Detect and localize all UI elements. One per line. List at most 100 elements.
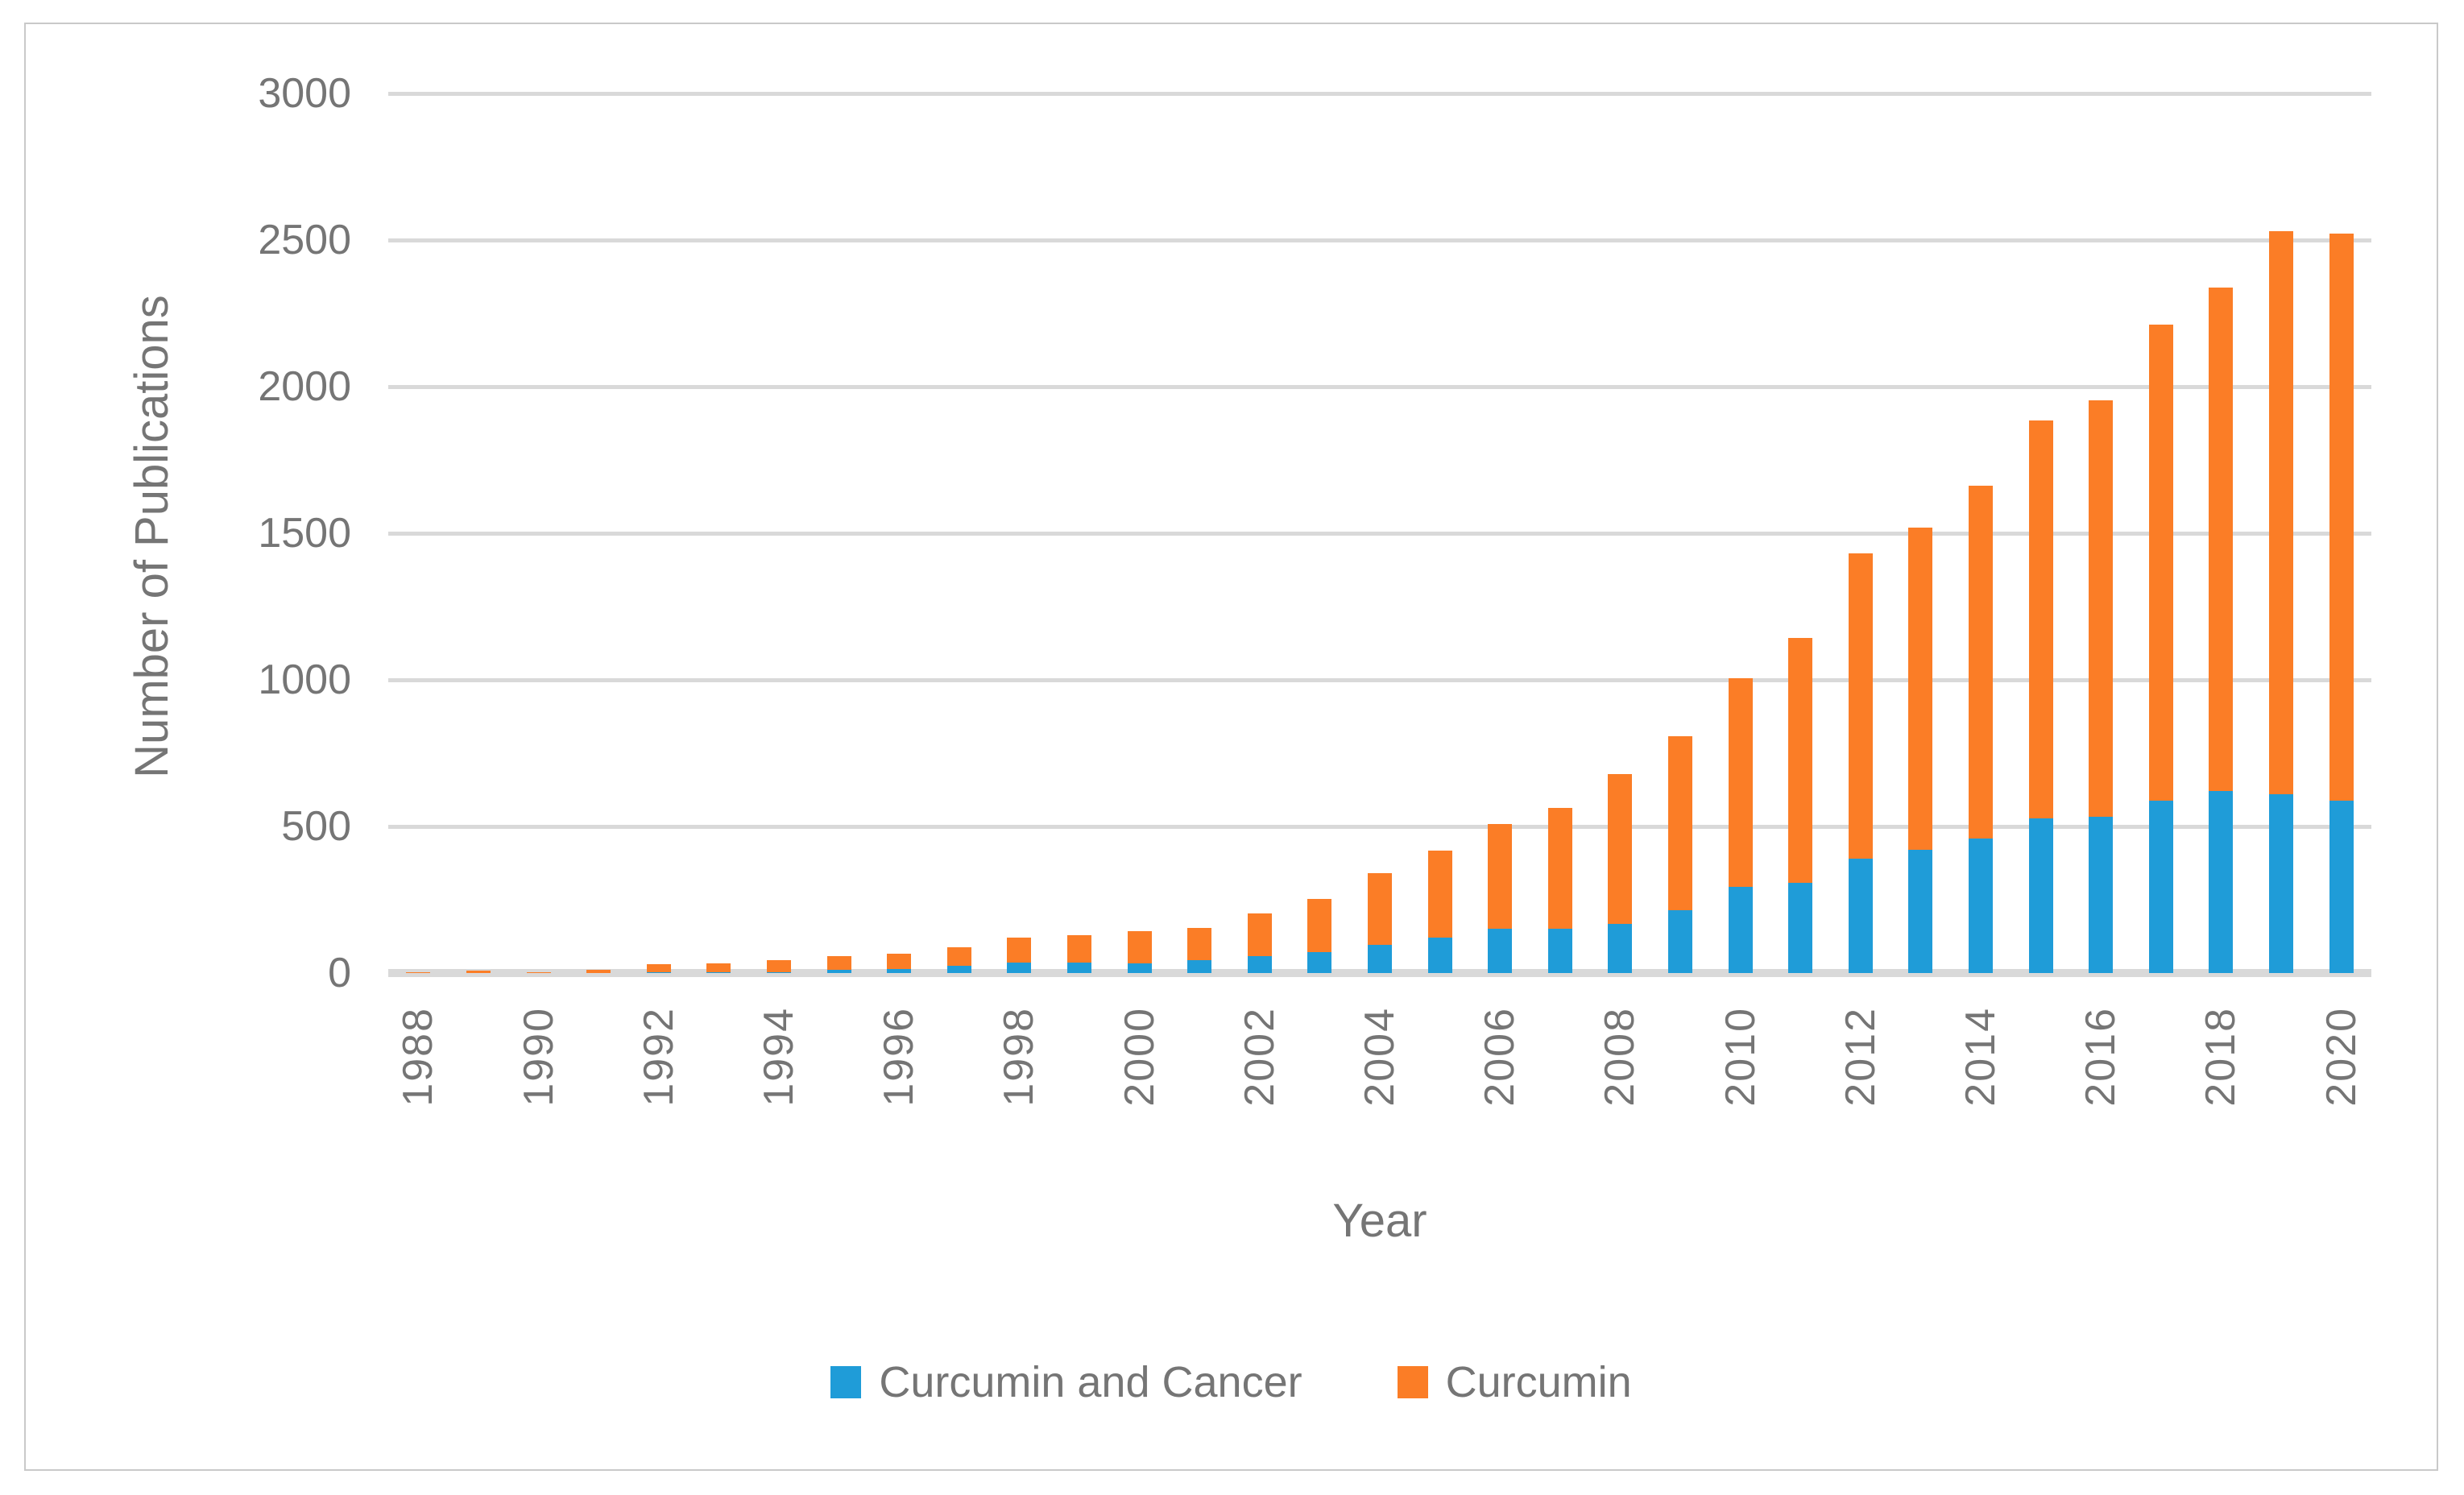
x-tick-label-text: 2008 [1596, 1007, 1644, 1107]
legend-swatch-curcumin-and-cancer [830, 1366, 862, 1398]
bar-segment-2013-curcumin-and-cancer [1908, 850, 1933, 973]
bar-1994 [766, 93, 791, 973]
x-tick-label-1990: 1990 [508, 1007, 569, 1180]
gridline-1000 [388, 677, 2371, 682]
bar-segment-1991-curcumin [586, 970, 611, 973]
x-tick-label-text: 2018 [2197, 1007, 2245, 1107]
bar-2004 [1368, 93, 1392, 973]
bar-segment-2000-curcumin-and-cancer [1127, 963, 1152, 973]
bar-1993 [706, 93, 731, 973]
bar-segment-2001-curcumin [1187, 927, 1212, 960]
bar-2001 [1187, 93, 1212, 973]
bar-segment-2003-curcumin-and-cancer [1307, 951, 1332, 973]
x-tick-label-1996: 1996 [869, 1007, 930, 1180]
bar-segment-2017-curcumin-and-cancer [2148, 800, 2173, 973]
bar-segment-2004-curcumin [1368, 872, 1392, 945]
bar-1988 [406, 93, 431, 973]
bar-2000 [1127, 93, 1152, 973]
x-tick-label-2000: 2000 [1109, 1007, 1170, 1180]
bar-segment-1990-curcumin [526, 972, 551, 973]
bar-segment-2018-curcumin-and-cancer [2209, 791, 2234, 973]
bar-2019 [2269, 93, 2294, 973]
bar-segment-2006-curcumin [1488, 824, 1513, 930]
x-axis-title: Year [1332, 1195, 1427, 1247]
x-tick-label-2008: 2008 [1590, 1007, 1650, 1180]
bar-segment-1993-curcumin [706, 963, 731, 973]
x-tick-label-1988: 1988 [388, 1007, 449, 1180]
bar-segment-2014-curcumin [1969, 486, 1994, 839]
chart-border [24, 23, 2438, 1471]
bar-2010 [1728, 93, 1753, 973]
legend-swatch-curcumin [1397, 1366, 1428, 1398]
bar-segment-1995-curcumin-and-cancer [826, 969, 851, 973]
bar-segment-1994-curcumin-and-cancer [766, 971, 791, 973]
bar-segment-1994-curcumin [766, 960, 791, 972]
bar-segment-2002-curcumin [1247, 913, 1272, 957]
y-tick-label-2500: 2500 [258, 217, 351, 263]
bar-2006 [1488, 93, 1513, 973]
x-tick-label-text: 1994 [755, 1007, 802, 1107]
x-tick-label-text: 1998 [996, 1007, 1043, 1107]
x-tick-label-2010: 2010 [1710, 1007, 1770, 1180]
x-tick-label-2020: 2020 [2311, 1007, 2371, 1180]
y-tick-label-500: 500 [281, 803, 351, 850]
bar-segment-2000-curcumin [1127, 931, 1152, 964]
bar-segment-2002-curcumin-and-cancer [1247, 956, 1272, 973]
bar-segment-2001-curcumin-and-cancer [1187, 959, 1212, 973]
bar-2011 [1788, 93, 1813, 973]
bar-2007 [1547, 93, 1572, 973]
x-tick-label-text: 1990 [515, 1007, 562, 1107]
gridline-1500 [388, 531, 2371, 536]
bar-1989 [466, 93, 491, 973]
bar-segment-2016-curcumin-and-cancer [2089, 816, 2114, 973]
x-tick-label-text: 2004 [1356, 1007, 1403, 1107]
bar-segment-2004-curcumin-and-cancer [1368, 944, 1392, 973]
x-axis-line [388, 969, 2371, 977]
bar-1998 [1007, 93, 1032, 973]
x-tick-label-text: 2012 [1837, 1007, 1884, 1107]
bar-2016 [2089, 93, 2114, 973]
bar-1997 [946, 93, 971, 973]
bar-2018 [2209, 93, 2234, 973]
bar-2020 [2329, 93, 2354, 973]
legend: Curcumin and Cancer Curcumin [24, 1358, 2438, 1406]
bar-2003 [1307, 93, 1332, 973]
bar-segment-2018-curcumin [2209, 287, 2234, 792]
y-tick-label-1000: 1000 [258, 656, 351, 703]
x-tick-label-text: 2014 [1957, 1007, 2005, 1107]
bar-2013 [1908, 93, 1933, 973]
bar-segment-2010-curcumin-and-cancer [1728, 887, 1753, 973]
bar-segment-1997-curcumin [946, 946, 971, 967]
bar-segment-2008-curcumin-and-cancer [1608, 924, 1633, 973]
bar-segment-2009-curcumin-and-cancer [1668, 910, 1693, 973]
bar-segment-2019-curcumin-and-cancer [2269, 793, 2294, 973]
x-tick-label-1992: 1992 [628, 1007, 689, 1180]
bar-segment-2005-curcumin-and-cancer [1427, 937, 1452, 973]
bar-segment-2003-curcumin [1307, 898, 1332, 952]
bar-segment-2008-curcumin [1608, 774, 1633, 925]
x-tick-label-text: 2000 [1116, 1007, 1163, 1107]
bar-segment-1997-curcumin-and-cancer [946, 966, 971, 973]
bar-segment-2006-curcumin-and-cancer [1488, 929, 1513, 973]
x-tick-label-2014: 2014 [1951, 1007, 2011, 1180]
bar-1990 [526, 93, 551, 973]
bar-segment-1998-curcumin-and-cancer [1007, 962, 1032, 973]
bar-2005 [1427, 93, 1452, 973]
x-tick-label-2002: 2002 [1229, 1007, 1290, 1180]
x-tick-label-2016: 2016 [2071, 1007, 2131, 1180]
bar-2002 [1247, 93, 1272, 973]
x-tick-label-text: 1988 [395, 1007, 442, 1107]
bar-segment-2011-curcumin [1788, 637, 1813, 883]
bar-1992 [646, 93, 671, 973]
bar-segment-1998-curcumin [1007, 937, 1032, 963]
legend-item-curcumin-and-cancer: Curcumin and Cancer [830, 1357, 1302, 1407]
bar-1999 [1066, 93, 1091, 973]
bar-segment-2020-curcumin [2329, 234, 2354, 801]
y-tick-label-3000: 3000 [258, 70, 351, 117]
gridline-2500 [388, 238, 2371, 242]
x-tick-label-2004: 2004 [1350, 1007, 1410, 1180]
bar-segment-1999-curcumin [1066, 935, 1091, 963]
bar-segment-1992-curcumin-and-cancer [646, 972, 671, 973]
bar-segment-1995-curcumin [826, 955, 851, 970]
bar-segment-1993-curcumin-and-cancer [706, 972, 731, 973]
